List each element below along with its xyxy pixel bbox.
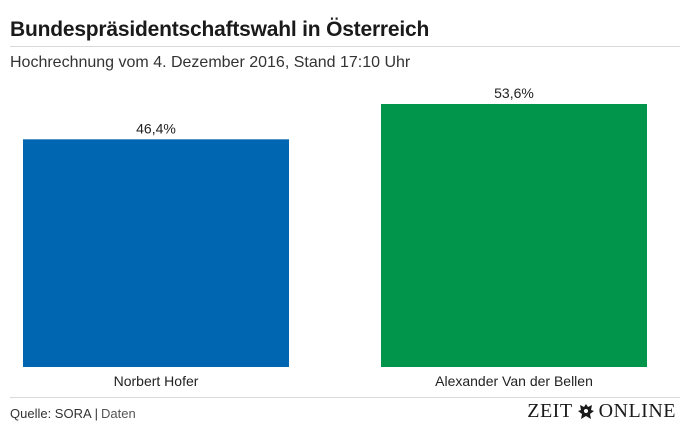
bar-0 — [23, 139, 289, 367]
top-divider — [10, 46, 680, 47]
bar-1 — [381, 104, 647, 367]
bar-chart: 46,4% Norbert Hofer 53,6% Alexander Van der… — [23, 85, 647, 389]
chart-subtitle: Hochrechnung vom 4. Dezember 2016, Stand… — [10, 54, 411, 71]
brand-right: ONLINE — [598, 400, 676, 422]
zeit-online-logo[interactable]: ZEIT ONLINE — [527, 400, 676, 423]
source-line: Quelle: SORA | Daten — [10, 406, 136, 421]
source-separator: | — [94, 406, 99, 421]
category-label-0: Norbert Hofer — [114, 373, 199, 389]
brand-left: ZEIT — [527, 400, 573, 422]
eagle-crest-icon — [577, 403, 594, 419]
value-label-1: 53,6% — [494, 85, 534, 101]
category-label-1: Alexander Van der Bellen — [435, 373, 593, 389]
bottom-divider — [10, 397, 680, 398]
source-label: Quelle: SORA — [10, 406, 92, 421]
value-label-0: 46,4% — [136, 120, 176, 136]
data-link[interactable]: Daten — [101, 406, 136, 421]
chart-title: Bundespräsidentschaftswahl in Österreich — [10, 18, 430, 41]
